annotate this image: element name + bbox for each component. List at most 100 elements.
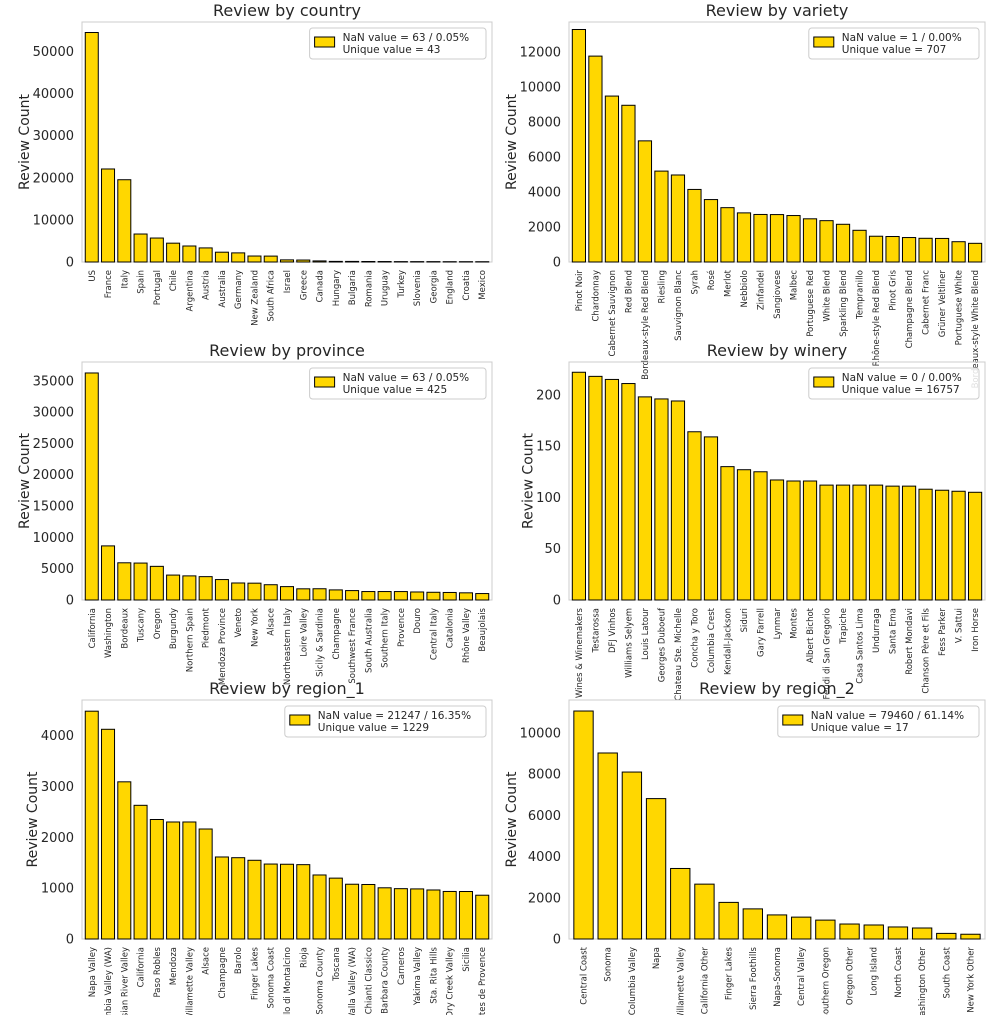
x-tick-label: Columbia Crest [707, 607, 717, 673]
x-tick-label: Burgundy [169, 608, 179, 649]
x-tick-label: Canada [316, 270, 326, 302]
bar-cabernet-sauvignon [604, 95, 620, 263]
x-tick-label: Rhône-style Red Blend [871, 270, 882, 366]
legend: NaN value = 63 / 0.05%Unique value = 43 [309, 27, 487, 60]
legend-entry: NaN value = 21247 / 16.35% [318, 710, 471, 722]
x-tick-label: Turkey [397, 270, 407, 299]
x-tick-label: Slovenia [413, 270, 423, 306]
bar-germany [231, 252, 246, 263]
legend-entry: NaN value = 79460 / 61.14% [811, 710, 964, 722]
y-tick-label: 15000 [33, 500, 74, 515]
x-tick-label: Fess Parker [938, 608, 948, 657]
bar-central-coast [573, 710, 594, 940]
bar-sicilia [458, 891, 473, 940]
x-tick-label: California [88, 608, 98, 648]
legend-box [808, 367, 980, 400]
bar-sonoma-county [312, 874, 327, 940]
bar-willamette-valley [670, 867, 691, 940]
legend-entry: Unique value = 425 [343, 384, 448, 396]
x-tick-label: Finger Lakes [250, 946, 260, 1000]
bar-finger-lakes [247, 859, 262, 940]
bar-chile [166, 242, 181, 263]
x-tick-label: Sparkling Blend [839, 270, 849, 337]
x-tick-label: Lynmar [773, 607, 783, 639]
bar-us [84, 32, 99, 263]
bar-concha-y-toro [687, 431, 702, 601]
y-tick-label: 2000 [528, 891, 561, 906]
bar-tuscany [133, 562, 148, 601]
x-tick-label: Sicily & Sardinia [316, 608, 326, 677]
bar-sangiovese [769, 214, 785, 263]
bar-albert-bichot [802, 480, 818, 601]
x-tick-label: Tempranillo [856, 270, 866, 320]
bar-piedmont [198, 576, 213, 601]
bar-champagne [214, 856, 229, 940]
legend-box [777, 705, 980, 738]
x-tick-label: Cabernet Franc [922, 270, 932, 335]
x-tick-label: Chateau Ste. Michelle [674, 608, 684, 701]
legend-swatch [289, 714, 311, 726]
x-tick-label: Toscana [332, 947, 342, 982]
bar-douro [410, 591, 425, 601]
y-tick-label: 8000 [528, 115, 561, 130]
x-tick-label: Greece [299, 270, 309, 300]
bar-chateau-ste-michelle [670, 400, 686, 601]
x-tick-label: Veneto [234, 608, 244, 638]
bar-washington-other [911, 927, 933, 940]
bar-sicily-sardinia [312, 588, 327, 601]
y-tick-label: 6000 [528, 809, 561, 824]
x-tick-label: Wines & Winemakers [575, 607, 585, 698]
legend-box [808, 27, 980, 60]
bar-veneto [231, 582, 246, 601]
bar-santa-ema [885, 485, 900, 601]
x-tick-label: Beaujolais [478, 607, 488, 651]
bar-chardonnay [588, 55, 603, 263]
y-axis-label: Review Count [504, 771, 520, 867]
bar-portuguese-red [802, 218, 818, 263]
bar-barolo [231, 857, 246, 940]
x-tick-label: Argentina [185, 270, 195, 311]
x-tick-label: Montes [790, 607, 800, 638]
bar-dry-creek-valley [442, 890, 457, 940]
y-tick-label: 20000 [33, 468, 74, 483]
x-tick-label: Columbia Valley (WA) [104, 947, 114, 1015]
x-tick-label: Testarossa [591, 608, 601, 654]
x-tick-label: Spain [137, 270, 147, 294]
chart-title: Review by country [213, 1, 361, 20]
bar-russian-river-valley [117, 781, 132, 940]
legend-box [284, 705, 487, 738]
x-tick-label: Southern Oregon [821, 947, 831, 1015]
x-tick-label: Napa [652, 947, 662, 969]
bar-south-africa [263, 255, 278, 263]
x-tick-label: Northern Spain [185, 608, 195, 672]
x-tick-label: Napa Valley [88, 947, 98, 997]
x-tick-label: Long Island [870, 947, 880, 996]
x-tick-label: Chianti Classico [364, 947, 374, 1014]
x-tick-label: Iron Horse [971, 608, 981, 652]
y-tick-label: 10000 [520, 80, 561, 95]
bar-white-blend [819, 220, 834, 263]
x-tick-label: Uruguay [381, 270, 391, 306]
x-tick-label: Georgia [429, 270, 439, 303]
bar-paso-robles [149, 819, 164, 940]
y-tick-label: 35000 [33, 374, 74, 389]
bar-montes [786, 480, 801, 601]
bar-yakima-valley [410, 888, 425, 940]
x-tick-label: Portuguese White [955, 270, 965, 345]
x-tick-label: Bordeaux [120, 608, 130, 649]
bar-north-coast [887, 926, 909, 940]
x-tick-label: Albert Bichot [806, 607, 816, 663]
chart-panel-2: Review by variety 0 2000 4000 6000 8000 10000 1… [504, 1, 986, 388]
y-tick-label: 2000 [41, 831, 74, 846]
y-axis-label: Review Count [17, 94, 33, 190]
bar-rh-ne-style-red-blend [868, 235, 884, 263]
bar-loire-valley [296, 588, 311, 601]
x-tick-label: Southwest France [348, 608, 358, 684]
bar-sonoma-coast [263, 863, 278, 940]
x-tick-label: Catalonia [446, 608, 456, 648]
bar-bordeaux-style-white-blend [967, 242, 983, 263]
x-tick-label: Italy [120, 270, 130, 288]
bar-columbia-crest [703, 436, 719, 601]
bar-bordeaux [117, 562, 132, 601]
legend-entry: Unique value = 1229 [318, 722, 429, 734]
